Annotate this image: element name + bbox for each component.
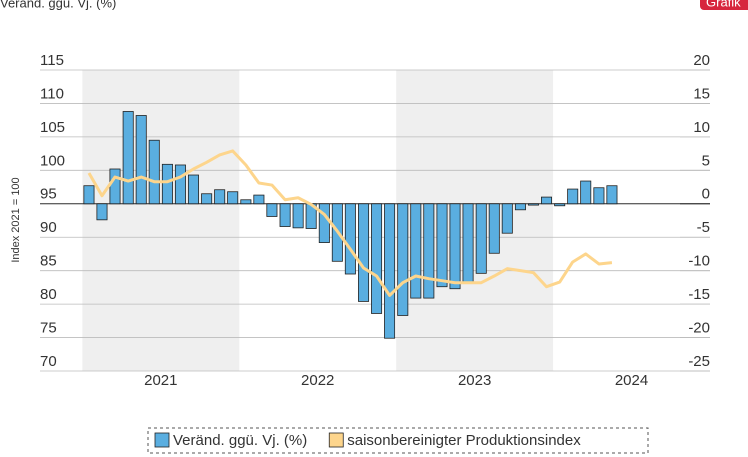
- bar: [358, 203, 370, 302]
- x-tick-label: 2023: [458, 372, 491, 389]
- x-tick-label: 2022: [301, 372, 334, 389]
- bar: [292, 203, 304, 229]
- bar: [266, 203, 278, 217]
- y2-tick-label: -10: [688, 253, 710, 270]
- y2-tick-label: -25: [688, 353, 710, 370]
- bar: [449, 203, 461, 290]
- y-tick-label: 80: [40, 286, 57, 303]
- y2-tick-label: 5: [702, 152, 710, 169]
- chart-subtitle: Veränd. ggü. Vj. (%): [0, 0, 116, 10]
- bar: [410, 203, 422, 299]
- bar: [187, 174, 199, 205]
- bar: [384, 203, 396, 339]
- bar: [148, 139, 160, 205]
- bar: [344, 203, 356, 275]
- legend-box: [147, 427, 649, 454]
- bar: [371, 203, 383, 314]
- bar: [161, 163, 173, 205]
- bar: [593, 187, 605, 205]
- bar: [501, 203, 513, 234]
- y-tick-label: 70: [40, 353, 57, 370]
- bar: [174, 164, 186, 205]
- legend-label: saisonbereinigter Produktionsindex: [347, 432, 581, 449]
- x-tick-label: 2021: [144, 372, 177, 389]
- bar: [423, 203, 435, 299]
- bar: [122, 111, 134, 205]
- y-tick-label: 95: [40, 186, 57, 203]
- badge-text: Grafik: [706, 0, 741, 9]
- bar: [488, 203, 500, 254]
- y2-tick-label: -15: [688, 286, 710, 303]
- bar: [554, 203, 566, 207]
- bar: [462, 203, 474, 283]
- bar: [436, 203, 448, 288]
- y2-tick-label: 20: [693, 52, 710, 69]
- y-tick-label: 105: [40, 119, 65, 136]
- y2-tick-label: 15: [693, 85, 710, 102]
- bar: [514, 203, 526, 211]
- y-tick-label: 85: [40, 253, 57, 270]
- line: [87, 149, 613, 297]
- legend-swatch: [328, 432, 344, 448]
- y-tick-label: 75: [40, 320, 57, 337]
- bar: [240, 199, 252, 205]
- bar: [83, 185, 95, 205]
- bar: [527, 203, 539, 206]
- y2-tick-label: 10: [693, 119, 710, 136]
- bar: [279, 203, 291, 227]
- y-tick-label: 100: [40, 152, 65, 169]
- x-tick-label: 2024: [615, 372, 648, 389]
- bar: [580, 180, 592, 205]
- y2-tick-label: 0: [702, 186, 710, 203]
- y-tick-label: 90: [40, 219, 57, 236]
- bar: [318, 203, 330, 243]
- y2-tick-label: -5: [697, 219, 710, 236]
- shaded-band: [82, 70, 240, 371]
- bar: [227, 191, 239, 205]
- shaded-band: [396, 70, 554, 371]
- bar: [397, 203, 409, 316]
- bar: [606, 185, 618, 205]
- badge: [700, 0, 748, 10]
- bar: [135, 115, 147, 205]
- bar: [541, 196, 553, 205]
- bar: [253, 194, 265, 205]
- y2-tick-label: -20: [688, 320, 710, 337]
- y-tick-label: 115: [40, 52, 64, 69]
- y-tick-label: 110: [40, 85, 64, 102]
- legend-label: Veränd. ggü. Vj. (%): [173, 432, 307, 449]
- bar: [109, 168, 121, 205]
- bar: [567, 188, 579, 205]
- legend-swatch: [154, 432, 170, 448]
- bar: [201, 193, 213, 205]
- y-axis-title: Index 2021 = 100: [10, 177, 22, 262]
- bar: [96, 203, 108, 221]
- bar: [214, 189, 226, 205]
- bar: [475, 203, 487, 274]
